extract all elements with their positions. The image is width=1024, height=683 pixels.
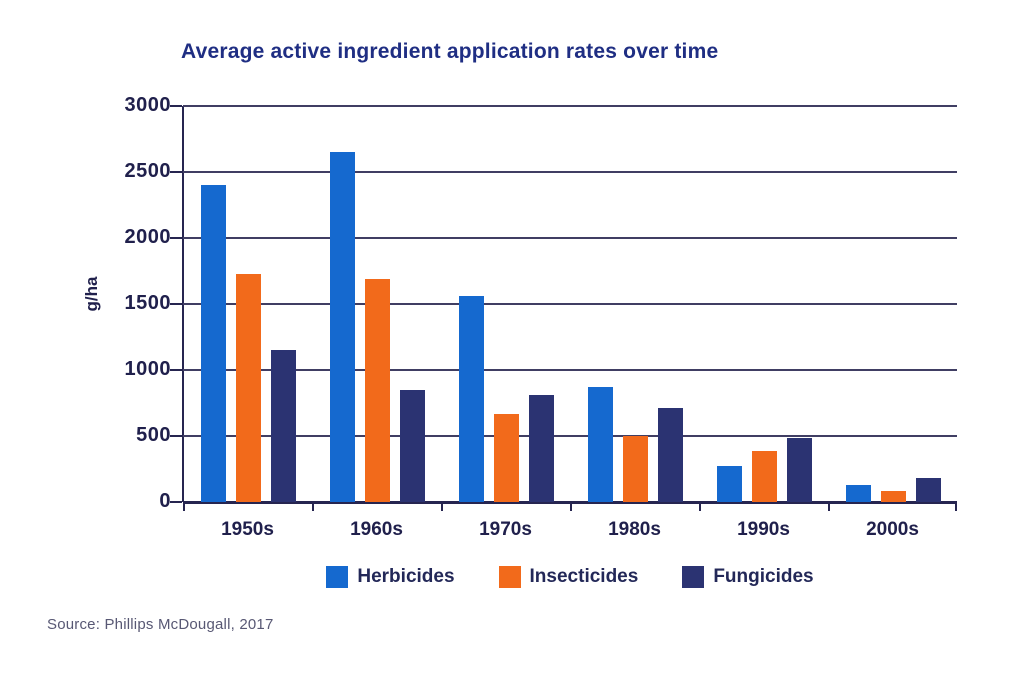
- bar-fungicides-1970s: [529, 395, 554, 502]
- legend-swatch-insecticides: [498, 566, 521, 588]
- legend-label-herbicides: Herbicides: [357, 566, 455, 587]
- gridline-2000: [183, 237, 957, 239]
- bar-fungicides-1990s: [787, 437, 812, 502]
- bar-insecticides-1970s: [494, 414, 519, 502]
- y-tick-label-2500: 2500: [124, 160, 171, 182]
- y-tick-3000: [170, 105, 182, 107]
- y-tick-label-500: 500: [136, 424, 171, 446]
- x-tick-label-1950s: 1950s: [221, 519, 274, 540]
- bar-fungicides-1960s: [400, 390, 425, 502]
- x-tick-label-1990s: 1990s: [737, 519, 790, 540]
- gridline-500: [183, 435, 957, 437]
- bar-insecticides-1980s: [623, 436, 648, 502]
- chart-title: Average active ingredient application ra…: [181, 40, 719, 63]
- legend-item-herbicides: Herbicides: [326, 566, 455, 588]
- bar-fungicides-1950s: [271, 350, 296, 502]
- x-tick-0: [183, 502, 185, 511]
- y-tick-label-0: 0: [159, 490, 171, 512]
- legend-item-insecticides: Insecticides: [498, 566, 639, 588]
- gridline-1500: [183, 303, 957, 305]
- gridline-3000: [183, 105, 957, 107]
- legend-item-fungicides: Fungicides: [682, 566, 814, 588]
- bar-insecticides-1960s: [365, 278, 390, 502]
- y-tick-0: [170, 501, 182, 503]
- bar-herbicides-1970s: [459, 296, 484, 502]
- y-tick-2500: [170, 171, 182, 173]
- y-tick-label-1500: 1500: [124, 292, 171, 314]
- x-tick-5: [828, 502, 830, 511]
- x-tick-3: [570, 502, 572, 511]
- legend: Herbicides Insecticides Fungicides: [183, 562, 957, 592]
- x-tick-6: [955, 502, 957, 511]
- x-tick-2: [441, 502, 443, 511]
- y-tick-label-3000: 3000: [124, 94, 171, 116]
- legend-swatch-fungicides: [682, 566, 705, 588]
- legend-swatch-herbicides: [326, 566, 349, 588]
- bar-herbicides-1990s: [717, 466, 742, 502]
- y-tick-label-1000: 1000: [124, 358, 171, 380]
- x-tick-label-1960s: 1960s: [350, 519, 403, 540]
- bar-fungicides-2000s: [916, 477, 941, 502]
- bar-herbicides-2000s: [846, 484, 871, 502]
- x-tick-label-2000s: 2000s: [866, 519, 919, 540]
- y-tick-1000: [170, 369, 182, 371]
- y-tick-2000: [170, 237, 182, 239]
- y-tick-label-2000: 2000: [124, 226, 171, 248]
- x-tick-4: [699, 502, 701, 511]
- y-tick-500: [170, 435, 182, 437]
- gridline-1000: [183, 369, 957, 371]
- bar-fungicides-1980s: [658, 407, 683, 502]
- bar-insecticides-1990s: [752, 451, 777, 502]
- bar-herbicides-1960s: [330, 152, 355, 502]
- plot-area: 0 500 1000 1500 2000 2500 3000 1950s 1960s 1970s…: [125, 94, 957, 540]
- bar-herbicides-1980s: [588, 386, 613, 502]
- x-tick-label-1980s: 1980s: [608, 519, 661, 540]
- x-tick-1: [312, 502, 314, 511]
- bar-herbicides-1950s: [201, 185, 226, 502]
- x-tick-label-1970s: 1970s: [479, 519, 532, 540]
- y-tick-1500: [170, 303, 182, 305]
- gridline-2500: [183, 171, 957, 173]
- legend-label-fungicides: Fungicides: [713, 566, 814, 587]
- source-note: Source: Phillips McDougall, 2017: [47, 616, 274, 633]
- bar-insecticides-2000s: [881, 491, 906, 502]
- bar-insecticides-1950s: [236, 274, 261, 502]
- legend-label-insecticides: Insecticides: [529, 566, 639, 587]
